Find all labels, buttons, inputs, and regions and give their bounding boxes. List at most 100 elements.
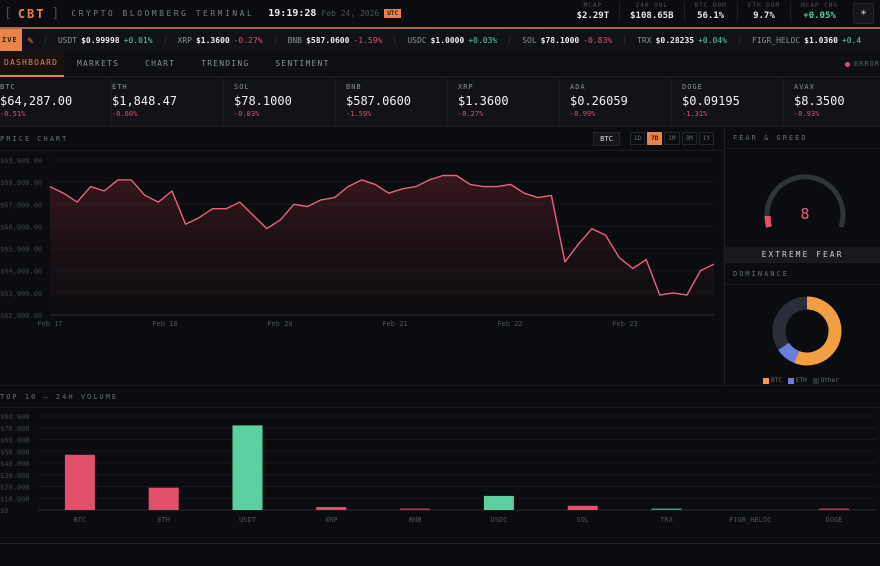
svg-text:Feb 20: Feb 20: [267, 320, 292, 328]
svg-text:Feb 17: Feb 17: [37, 320, 62, 328]
btc-swatch-icon: [763, 377, 769, 384]
svg-text:$20.00B: $20.00B: [0, 484, 30, 492]
range-3m-button[interactable]: 3M: [681, 132, 697, 145]
svg-text:$60.00B: $60.00B: [0, 437, 30, 445]
svg-text:$30.00B: $30.00B: [0, 472, 30, 480]
other-swatch-icon: [812, 377, 819, 384]
card-symbol: AVAX: [794, 83, 815, 91]
volume-bar-chart[interactable]: $0 $10.00B $20.00B $30.00B $40.00B $50.00B $60…: [0, 408, 880, 538]
clock: 19:19:28: [268, 8, 317, 19]
tab-dashboard[interactable]: DASHBOARD: [0, 50, 64, 77]
price-card-avax[interactable]: AVAX $8.3500 -0.93%: [784, 77, 880, 126]
card-price: $0.26059: [570, 94, 628, 108]
price-line-chart[interactable]: $62,000.00 $63,000.00 $64,000.00 $65,000.00…: [0, 152, 724, 362]
stat-value: $108.65B: [630, 11, 674, 21]
price-card-xrp[interactable]: XRP $1.3600 -0.27%: [448, 77, 560, 126]
svg-text:XRP: XRP: [325, 516, 338, 524]
market-stats: MCAP $2.29T 24H VOL $108.65B BTC DOM 56.…: [567, 2, 848, 21]
legend-eth: ETH: [787, 377, 807, 384]
ticker-symbol: SOL: [522, 35, 537, 45]
ticker-item[interactable]: FIGR_HELOC $1.0360 +0.4: [739, 35, 873, 45]
price-chart-panel: PRICE CHART BTC 1D 7D 1M 3M 1Y $62,000.0…: [0, 127, 725, 385]
ticker-item[interactable]: SOL $78.1000 -0.83%: [509, 35, 624, 45]
svg-text:$10.00B: $10.00B: [0, 495, 30, 503]
price-chart-title: PRICE CHART: [0, 134, 69, 143]
ticker-item[interactable]: %: [24, 36, 45, 45]
main-nav: DASHBOARD MARKETS CHART TRENDING SENTIME…: [0, 50, 880, 77]
brand: [ CBT ]: [4, 6, 59, 21]
ticker-item[interactable]: USDC $1.0000 +0.03%: [394, 35, 509, 45]
card-symbol: DOGE: [682, 83, 703, 91]
card-symbol: SOL: [234, 83, 250, 91]
card-change: -0.93%: [794, 110, 820, 118]
connection-status: ERROR: [844, 51, 880, 77]
fear-greed-gauge: 8: [764, 174, 846, 228]
price-card-sol[interactable]: SOL $78.1000 -0.83%: [224, 77, 336, 126]
dominance-widget: DOMINANCE BTC ETH Other: [725, 263, 880, 385]
tab-trending[interactable]: TRENDING: [201, 59, 250, 68]
range-1y-button[interactable]: 1Y: [698, 132, 714, 145]
price-chart-header: PRICE CHART BTC 1D 7D 1M 3M 1Y: [0, 127, 724, 151]
legend-other: Other: [812, 377, 839, 384]
ticker-item[interactable]: BNB $587.0600 -1.59%: [274, 35, 395, 45]
dominance-donut[interactable]: [771, 295, 843, 367]
fear-greed-label: EXTREME FEAR: [725, 247, 880, 262]
asset-selector[interactable]: BTC: [593, 131, 620, 146]
price-card-eth[interactable]: ETH $1,848.47 -0.60%: [1, 77, 224, 126]
stat-btc-dom: BTC DOM 56.1%: [683, 2, 737, 21]
svg-text:Feb 21: Feb 21: [382, 320, 407, 328]
stat-24h-vol: 24H VOL $108.65B: [619, 2, 683, 21]
ticker-symbol: USDC: [407, 35, 427, 45]
card-symbol: ADA: [570, 83, 586, 91]
dominance-title: DOMINANCE: [725, 263, 880, 285]
ticker-symbol: XRP: [177, 35, 192, 45]
price-cards: BTC $64,287.00 -0.51% ETH $1,848.47 -0.60% S…: [0, 77, 880, 127]
ticker-fragment: %: [28, 35, 33, 45]
ticker-symbol: USDT: [57, 35, 78, 45]
legend-btc: BTC: [763, 377, 782, 384]
price-card-ada[interactable]: ADA $0.26059 -0.99%: [560, 77, 672, 126]
dominance-legend: BTC ETH Other: [763, 377, 839, 384]
svg-text:$67,000.00: $67,000.00: [0, 201, 42, 209]
top-header: [ CBT ] CRYPTO BLOOMBERG TERMINAL 19:19:…: [0, 0, 880, 27]
ticker-items: % USDT $0.99998 +0.01% XRP $1.3600 -0.27% BN…: [24, 35, 873, 45]
svg-text:USDT: USDT: [239, 516, 257, 524]
svg-text:Feb 18: Feb 18: [152, 320, 177, 328]
stat-mcap: MCAP $2.29T: [567, 2, 620, 21]
range-1m-button[interactable]: 1M: [664, 132, 680, 145]
card-change: -1.59%: [346, 110, 372, 118]
legend-label: Other: [820, 377, 839, 384]
ticker-symbol: FIGR_HELOC: [752, 35, 801, 45]
ticker-item[interactable]: TRX $0.28235 +0.04%: [624, 35, 739, 45]
status-text: ERROR: [853, 60, 880, 68]
bracket-left: [: [4, 6, 12, 21]
stat-label: ETH DOM: [747, 2, 781, 9]
card-change: -0.60%: [112, 110, 138, 118]
card-change: -0.51%: [0, 110, 26, 118]
ticker-change: +0.04%: [698, 35, 727, 45]
price-card-doge[interactable]: DOGE $0.09195 -1.31%: [672, 77, 784, 126]
ticker-price: $0.99998: [81, 35, 120, 45]
card-price: $64,287.00: [0, 94, 73, 108]
price-card-bnb[interactable]: BNB $587.0600 -1.59%: [336, 77, 448, 126]
svg-text:TRX: TRX: [660, 516, 673, 524]
ticker-change: -1.59%: [353, 35, 383, 45]
ticker-item[interactable]: XRP $1.3600 -0.27%: [164, 35, 275, 45]
svg-text:SOL: SOL: [576, 516, 589, 524]
tab-chart[interactable]: CHART: [145, 59, 176, 68]
price-card-btc[interactable]: BTC $64,287.00 -0.51%: [0, 77, 112, 126]
tab-markets[interactable]: MARKETS: [77, 59, 120, 68]
svg-text:USDC: USDC: [490, 516, 507, 524]
ticker-change: -0.83%: [583, 35, 613, 45]
stat-value: +0.05%: [803, 11, 836, 21]
ticker-item[interactable]: USDT $0.99998 +0.01%: [44, 35, 165, 45]
theme-toggle-button[interactable]: ☀: [853, 3, 874, 24]
range-1d-button[interactable]: 1D: [629, 132, 646, 145]
tab-sentiment[interactable]: SENTIMENT: [275, 59, 330, 68]
logo[interactable]: CBT: [17, 6, 46, 21]
fear-greed-value: 8: [800, 205, 809, 223]
fear-greed-widget: FEAR & GREED 8 EXTREME FEAR: [725, 127, 880, 263]
range-7d-button[interactable]: 7D: [647, 132, 663, 145]
card-price: $1,848.47: [112, 94, 178, 108]
svg-text:Feb 23: Feb 23: [612, 320, 637, 328]
